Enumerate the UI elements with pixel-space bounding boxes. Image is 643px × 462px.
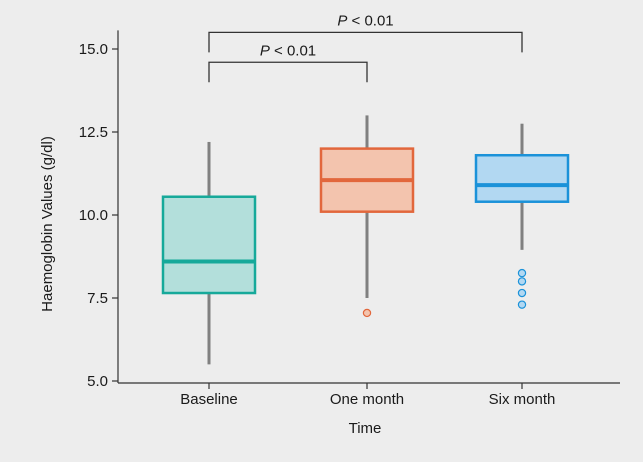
x-axis-title: Time bbox=[349, 420, 382, 437]
iqr-box bbox=[161, 195, 257, 295]
outlier-point bbox=[517, 268, 527, 278]
y-tick-label: 15.0 bbox=[79, 41, 108, 58]
outlier-point bbox=[517, 277, 527, 286]
significance-label: P < 0.01 bbox=[337, 12, 393, 29]
box-group-one-month bbox=[319, 115, 415, 318]
y-tick-label: 7.5 bbox=[87, 290, 108, 307]
x-tick-label: Six month bbox=[489, 391, 556, 408]
y-tick-label: 10.0 bbox=[79, 207, 108, 224]
box-group-baseline bbox=[161, 141, 257, 365]
x-tick-label: One month bbox=[330, 391, 404, 408]
significance-bracket bbox=[208, 61, 368, 83]
iqr-box bbox=[474, 153, 570, 203]
outlier-point bbox=[517, 288, 527, 298]
box-group-six-month bbox=[474, 123, 570, 309]
plot-area: 5.0 7.5 10.0 12.5 15.0 Baseline One month Six m… bbox=[79, 12, 620, 408]
significance-bracket bbox=[208, 31, 523, 53]
significance-label: P < 0.01 bbox=[260, 42, 316, 59]
outlier-point bbox=[517, 300, 527, 309]
y-axis-title: Haemoglobin Values (g/dl) bbox=[39, 136, 56, 312]
y-tick-label: 12.5 bbox=[79, 124, 108, 141]
x-tick-label: Baseline bbox=[180, 391, 238, 408]
outlier-point bbox=[362, 308, 372, 318]
y-tick-label: 5.0 bbox=[87, 373, 108, 390]
